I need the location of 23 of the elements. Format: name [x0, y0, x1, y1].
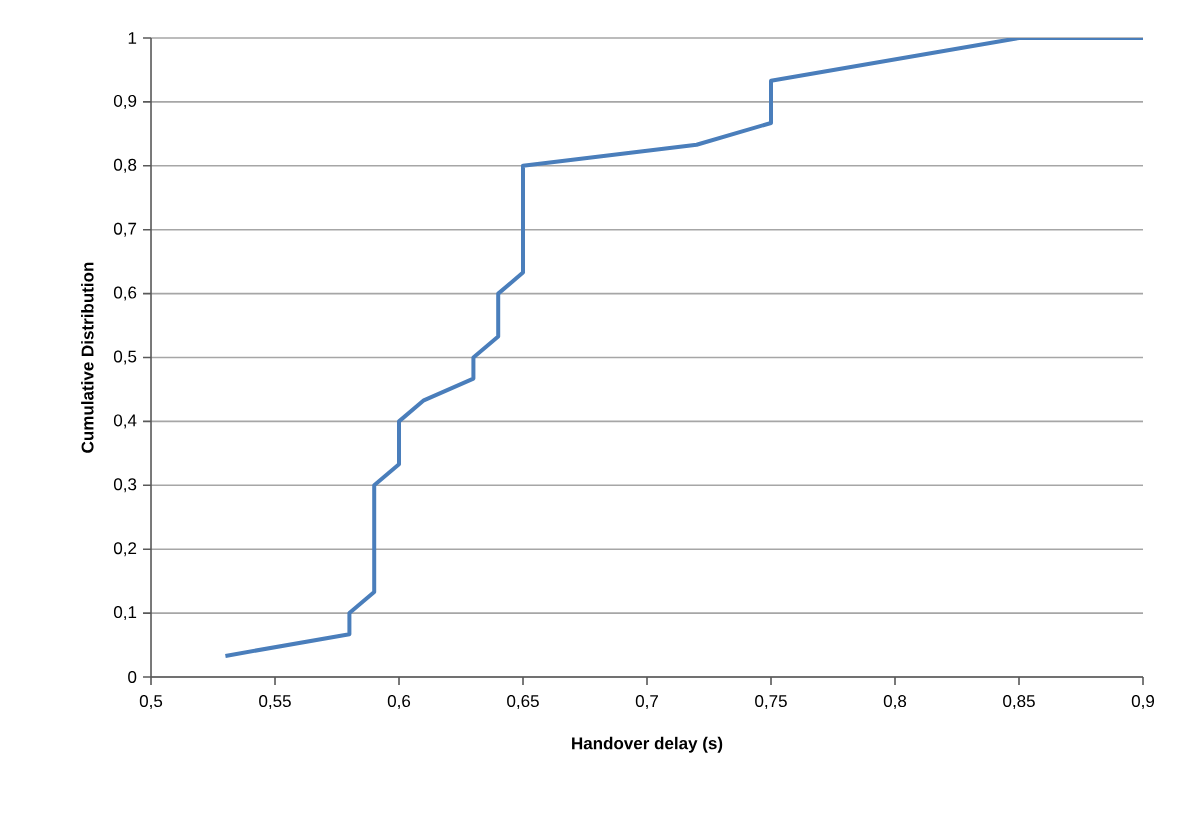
- y-tick-label: 0,9: [113, 94, 137, 109]
- x-tick-label: 0,7: [635, 695, 658, 710]
- y-tick-label: 0,2: [113, 542, 137, 557]
- y-tick-label: 0,7: [113, 222, 137, 237]
- y-tick-label: 0: [128, 671, 137, 684]
- x-tick-label: 0,9: [1131, 695, 1155, 710]
- line-series: [223, 38, 1143, 658]
- y-tick-label: 0,8: [113, 158, 137, 173]
- x-tick-label: 0,5: [139, 695, 163, 710]
- x-tick-label: 0,85: [1003, 695, 1035, 710]
- x-tick-label: 0,65: [507, 695, 539, 710]
- y-tick-label: 0,6: [113, 286, 137, 301]
- x-axis-title: Handover delay (s): [572, 736, 723, 753]
- y-tick-label: 0,3: [113, 478, 137, 493]
- y-axis-title: Cumulative Distribution: [81, 262, 94, 453]
- y-tick-label: 0,5: [113, 350, 137, 365]
- y-tick-label: 1: [128, 32, 137, 44]
- y-tick-label: 0,1: [113, 606, 137, 621]
- x-tick-label: 0,8: [883, 695, 907, 710]
- x-tick-label: 0,55: [259, 695, 291, 710]
- x-tick-label: 0,75: [755, 695, 787, 710]
- x-tick-label: 0,6: [387, 695, 411, 710]
- y-tick-label: 0,4: [113, 414, 137, 429]
